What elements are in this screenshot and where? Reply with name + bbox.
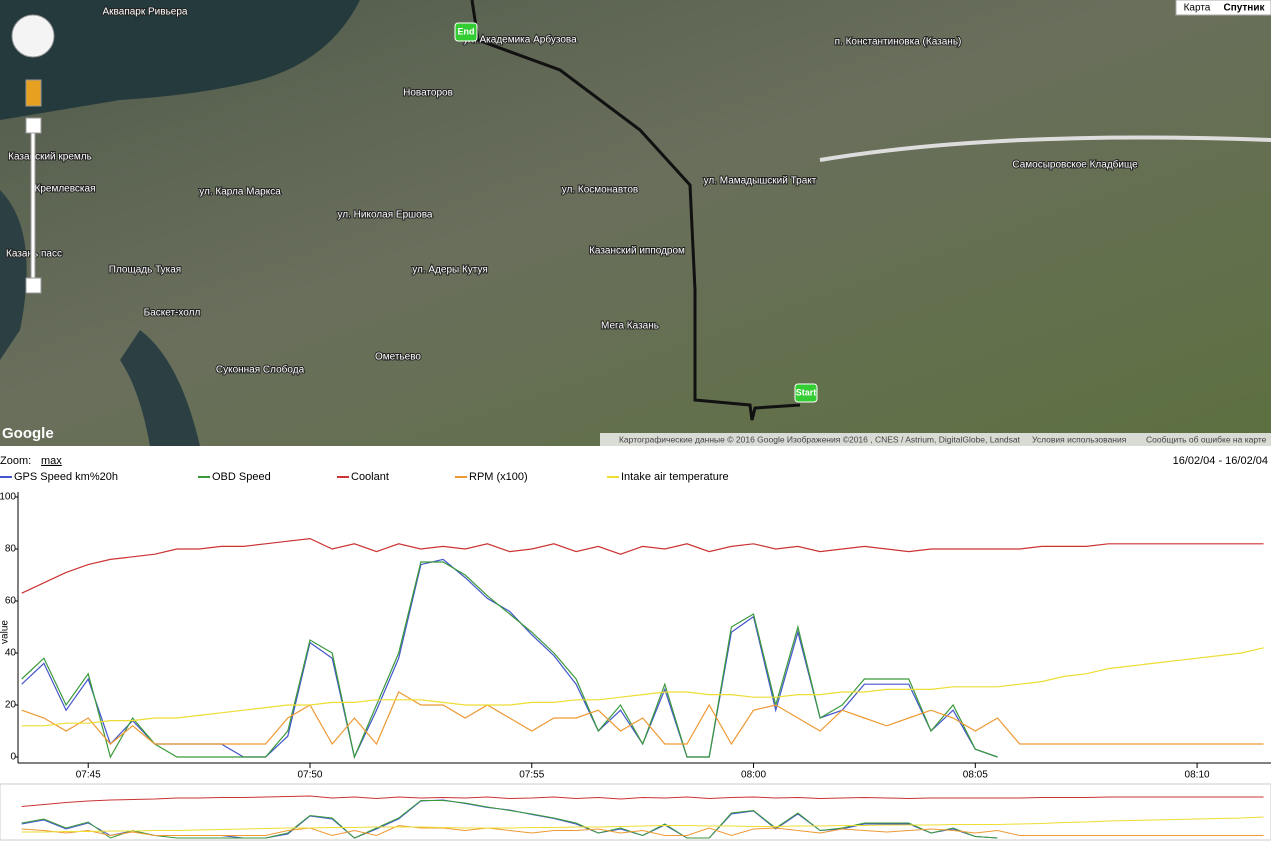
series-line <box>21 561 998 759</box>
map-label: ул. Адеры Кутуя <box>412 265 488 276</box>
map-label: Ометьево <box>375 352 421 363</box>
chart: Zoom: max 16/02/04 - 16/02/04 GPS Speed km%… <box>0 455 1271 841</box>
map-label: Мега Казань <box>601 321 659 332</box>
map-type-button[interactable]: Спутник <box>1223 3 1265 14</box>
x-tick-label: 08:00 <box>741 770 766 781</box>
y-tick-label: 0 <box>10 752 16 763</box>
map-label: Баскет-холл <box>144 308 201 319</box>
series-line <box>21 647 1264 727</box>
water <box>0 0 360 120</box>
map-label: ул. Мамадышский Тракт <box>704 176 817 187</box>
overview-line <box>21 824 1264 837</box>
x-tick-label: 08:10 <box>1185 770 1210 781</box>
route <box>470 0 801 421</box>
map-label: п. Константиновка (Казань) <box>835 37 962 48</box>
map-label: ул. Космонавтов <box>562 185 639 196</box>
map-label: ул. Карла Маркса <box>199 187 281 198</box>
overview-line <box>21 800 998 839</box>
map-label: Новаторов <box>403 88 453 99</box>
zoom-slider <box>30 124 36 286</box>
y-tick-label: 60 <box>5 596 17 607</box>
series-line <box>21 691 1264 746</box>
marker-label: End <box>458 26 475 36</box>
marker[interactable] <box>794 383 818 403</box>
map-type-button[interactable]: Карта <box>1184 3 1211 14</box>
map-label: ул. Академика Арбузова <box>463 34 577 46</box>
x-tick-label: 07:50 <box>297 770 322 781</box>
water <box>120 330 200 446</box>
y-tick-label: 40 <box>5 648 17 659</box>
zoom-label: Zoom: <box>0 455 31 467</box>
map-label: ул. Николая Ершова <box>338 210 433 221</box>
x-tick-label: 08:05 <box>963 770 988 781</box>
map-label: Площадь Тукая <box>109 265 181 276</box>
zoom-in[interactable] <box>25 117 42 134</box>
zoom-out[interactable] <box>25 277 42 294</box>
pegman[interactable] <box>25 79 42 107</box>
terms-link[interactable]: Условия использования <box>1032 434 1127 444</box>
series-line <box>21 537 1264 594</box>
map-label: Суконная Слобода <box>216 364 305 376</box>
map-type-bar <box>1175 0 1271 16</box>
road <box>819 135 1271 162</box>
legend-label[interactable]: GPS Speed km%20h <box>14 471 118 483</box>
marker[interactable] <box>454 22 478 42</box>
zoom-value[interactable]: max <box>41 455 62 467</box>
overview-line <box>21 816 1264 833</box>
series-line <box>21 558 998 759</box>
legend-label[interactable]: Intake air temperature <box>621 471 729 483</box>
map-label: Самосыровское Кладбище <box>1012 159 1138 171</box>
water <box>0 190 27 360</box>
map-label: Казанский кремль <box>8 152 92 163</box>
overview-frame <box>0 783 1271 841</box>
legend-label[interactable]: RPM (x100) <box>469 471 528 483</box>
map-label: Кремлевская <box>35 184 96 195</box>
map-label: Аквапарк Ривьера <box>103 7 188 18</box>
report-link[interactable]: Сообщить об ошибке на карте <box>1146 434 1267 444</box>
overview-line <box>21 795 1264 807</box>
legend-label[interactable]: Coolant <box>351 471 389 483</box>
attribution: Картографические данные © 2016 Google Из… <box>619 434 1021 444</box>
x-tick-label: 07:55 <box>519 770 544 781</box>
y-tick-label: 100 <box>0 492 16 503</box>
y-tick-label: 80 <box>5 544 17 555</box>
y-tick-label: 20 <box>5 700 17 711</box>
map-logo: Google <box>2 425 54 442</box>
marker-label: Start <box>796 387 817 397</box>
x-tick-label: 07:45 <box>76 770 101 781</box>
y-axis-label: value <box>0 620 11 644</box>
attribution-bar <box>600 433 1271 446</box>
legend-label[interactable]: OBD Speed <box>212 471 271 483</box>
pan-control[interactable] <box>11 14 55 58</box>
date-range: 16/02/04 - 16/02/04 <box>1173 455 1268 467</box>
map[interactable] <box>0 0 1271 446</box>
map-label: Казанский ипподром <box>589 246 685 257</box>
